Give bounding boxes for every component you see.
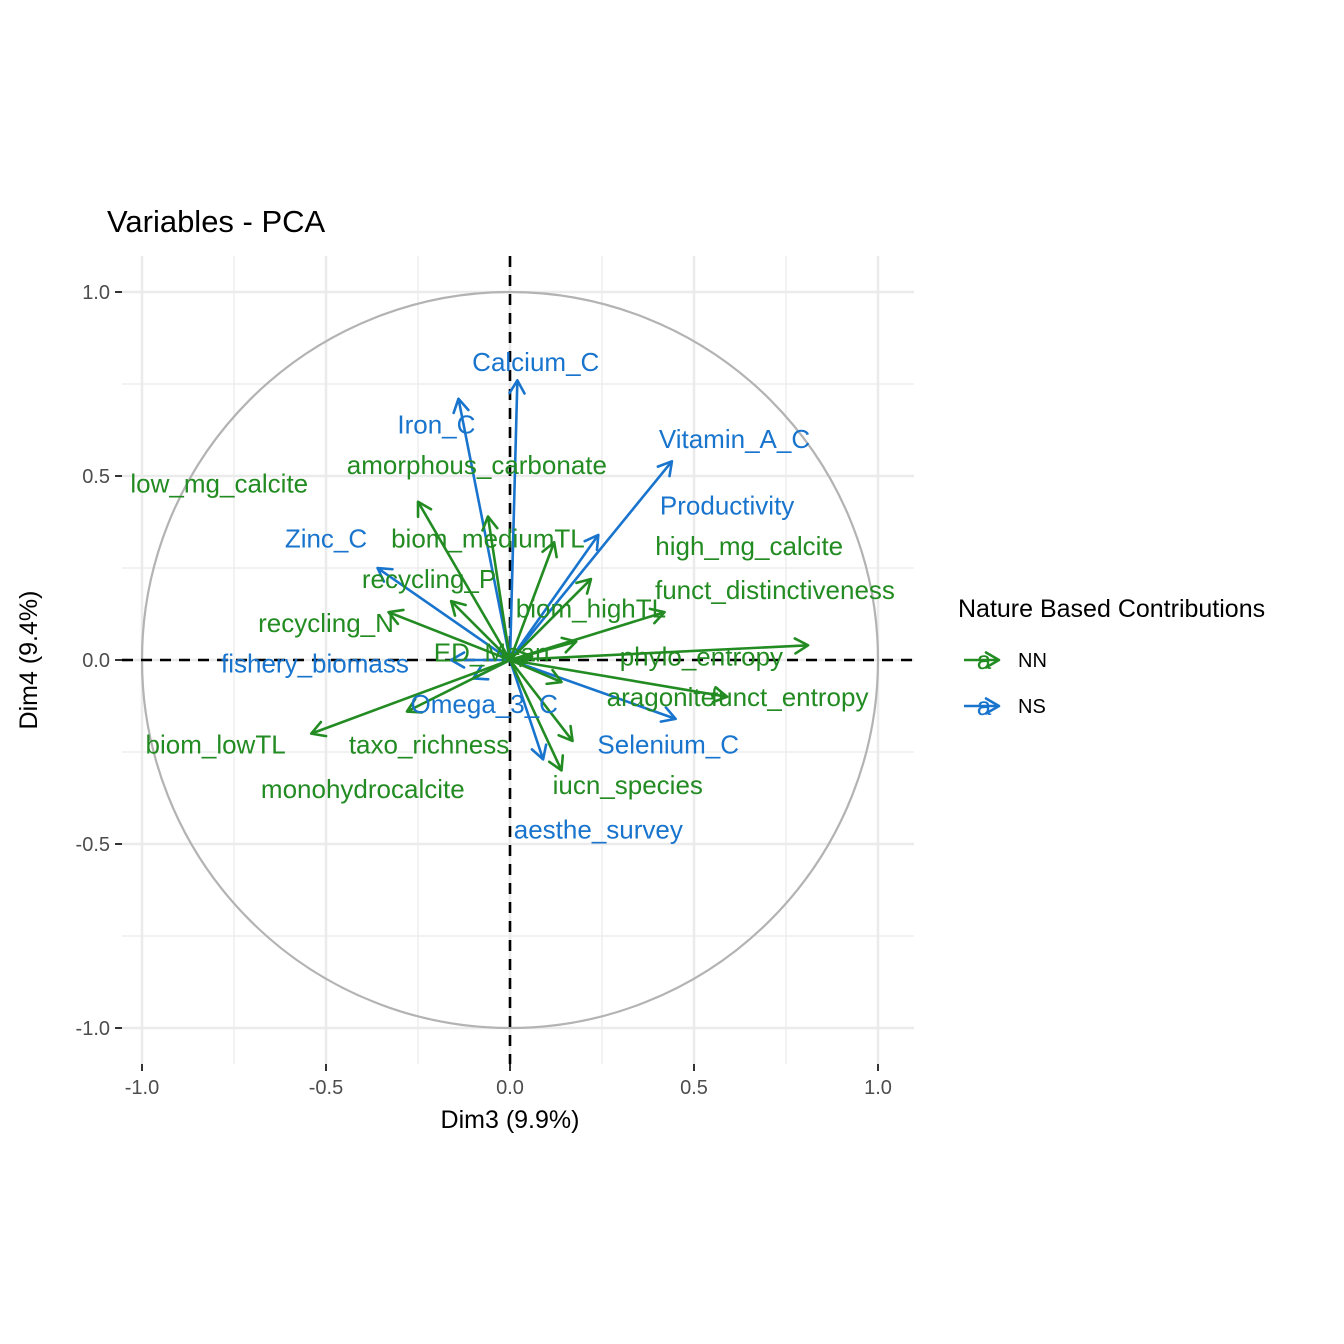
y-tick-label: -1.0: [76, 1018, 110, 1040]
arrowhead-Iron_C: [452, 397, 470, 415]
axes: -1.0 -0.5 0.0 0.5 1.0 -1.0 -0.5 0.0 0.5 1.0: [76, 282, 892, 1099]
arrow-Vitamin_A_C: [508, 460, 673, 661]
arrowhead-Vitamin_A_C: [656, 459, 674, 478]
arrow-biom_lowTL: [310, 658, 511, 735]
arrowhead-Calcium_C: [508, 379, 526, 395]
arrowhead-fishery_biomass: [449, 651, 466, 669]
label-funct_distinctiveness: funct_distinctiveness: [655, 575, 895, 605]
legend-entry-NS: a NS: [964, 691, 1046, 721]
label-fishery_biomass: fishery_biomass: [221, 649, 409, 679]
label-biom_mediumTL: biom_mediumTL: [391, 524, 585, 554]
label-iucn_species: iucn_species: [553, 770, 703, 800]
label-funct_entropy: funct_entropy: [711, 682, 869, 712]
y-tick-label: -0.5: [76, 834, 110, 856]
label-high_mg_calcite: high_mg_calcite: [655, 531, 843, 561]
arrowhead-low_mg_calcite: [416, 500, 433, 519]
arrow-low_mg_calcite: [416, 501, 512, 661]
legend: Nature Based Contributions a NN a NS: [958, 595, 1265, 721]
arrowhead-phylo_entropy: [793, 637, 810, 655]
arrow-funct_entropy: [509, 658, 728, 699]
arrow-aesthe_survey: [508, 659, 545, 760]
arrowhead-funct_distinctiveness: [648, 607, 666, 625]
x-tick-label: -1.0: [125, 1077, 159, 1099]
x-tick-label: 0.5: [680, 1077, 708, 1099]
label-amorphous_carbonate: amorphous_carbonate: [347, 450, 607, 480]
arrow-high_mg_calcite: [509, 578, 592, 661]
arrowhead-biom_highTL: [560, 636, 578, 654]
legend-label: NN: [1018, 650, 1047, 672]
arrow-Calcium_C: [508, 380, 519, 661]
label-Selenium_C: Selenium_C: [597, 730, 739, 760]
label-phylo_entropy: phylo_entropy: [620, 641, 783, 671]
legend-title: Nature Based Contributions: [958, 595, 1265, 623]
legend-entry-NN: a NN: [964, 645, 1047, 675]
arrow-monohydrocalcite: [406, 658, 511, 713]
label-Calcium_C: Calcium_C: [472, 347, 599, 377]
arrow-taxo_richness: [508, 659, 574, 742]
label-aragonite: aragonite: [607, 682, 715, 712]
arrowhead-aragonite: [545, 668, 563, 686]
arrowhead-Zinc_C: [376, 566, 394, 583]
arrowhead-funct_entropy: [711, 685, 729, 704]
arrowhead-aesthe_survey: [530, 743, 548, 761]
label-Iron_C: Iron_C: [397, 409, 475, 439]
arrowhead-high_mg_calcite: [575, 577, 593, 595]
label-biom_highTL: biom_highTL: [516, 593, 666, 623]
arrowhead-taxo_richness: [557, 724, 574, 743]
arrow-phylo_entropy: [509, 643, 809, 662]
variable-arrows: [309, 379, 810, 772]
label-biom_lowTL: biom_lowTL: [146, 730, 286, 760]
label-taxo_richness: taxo_richness: [349, 730, 509, 760]
arrow-recycling_P: [450, 600, 511, 661]
arrowhead-biom_mediumTL: [541, 540, 558, 559]
arrowhead-Selenium_C: [659, 706, 677, 723]
arrow-biom_mediumTL: [508, 541, 556, 661]
label-Zinc_C: Zinc_C: [285, 524, 367, 554]
x-axis-title: Dim3 (9.9%): [441, 1106, 580, 1134]
label-Omega_3_C: Omega_3_C: [411, 689, 558, 719]
label-aesthe_survey: aesthe_survey: [514, 814, 683, 844]
y-tick-label: 0.5: [82, 466, 110, 488]
label-Vitamin_A_C: Vitamin_A_C: [659, 424, 810, 454]
arrowhead-Productivity: [583, 533, 600, 552]
arrowhead-recycling_P: [449, 599, 467, 617]
y-tick-label: 0.0: [82, 650, 110, 672]
label-recycling_N: recycling_N: [258, 608, 394, 638]
label-recycling_P: recycling_P: [362, 564, 496, 594]
arrow-iucn_species: [508, 659, 563, 771]
label-low_mg_calcite: low_mg_calcite: [130, 468, 308, 498]
arrowhead-amorphous_carbonate: [481, 515, 499, 532]
x-tick-label: 1.0: [864, 1077, 892, 1099]
x-tick-label: 0.0: [496, 1077, 524, 1099]
arrow-Selenium_C: [509, 658, 677, 721]
arrow-recycling_N: [388, 610, 511, 662]
legend-key-arrowhead: [984, 651, 1001, 669]
legend-key-arrowhead: [984, 697, 1001, 715]
arrow-amorphous_carbonate: [486, 516, 512, 661]
legend-label: NS: [1018, 696, 1046, 718]
arrowhead-monohydrocalcite: [405, 697, 424, 714]
chart-title: Variables - PCA: [107, 204, 326, 239]
x-tick-label: -0.5: [309, 1077, 343, 1099]
y-tick-label: 1.0: [82, 282, 110, 304]
arrowhead-iucn_species: [547, 754, 565, 772]
y-axis-title: Dim4 (9.4%): [15, 591, 43, 730]
arrow-Productivity: [508, 534, 600, 661]
label-ED_Mean: ED_Mean: [434, 638, 550, 668]
label-Productivity: Productivity: [660, 490, 794, 520]
arrowhead-recycling_N: [387, 608, 405, 626]
variable-labels: Calcium_C Iron_C Vitamin_A_C Productivity Zi…: [130, 347, 895, 844]
arrowhead-biom_lowTL: [309, 720, 328, 738]
label-monohydrocalcite: monohydrocalcite: [261, 774, 465, 804]
arrow-Zinc_C: [376, 566, 511, 662]
arrow-aragonite: [509, 658, 563, 684]
